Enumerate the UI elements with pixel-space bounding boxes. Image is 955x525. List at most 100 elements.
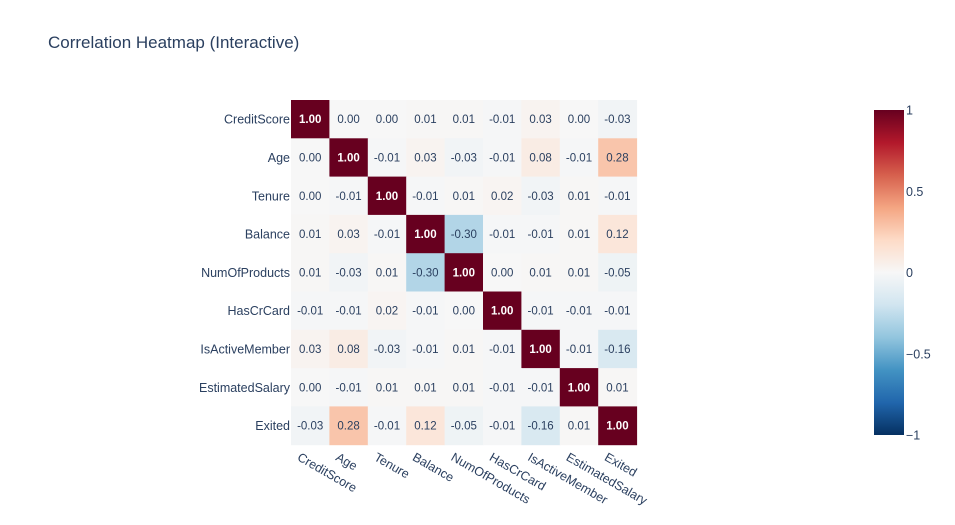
heatmap-cell[interactable] — [559, 406, 599, 446]
heatmap-cell[interactable] — [483, 176, 522, 216]
cell-value-label: 0.01 — [299, 267, 321, 279]
heatmap-cell[interactable] — [444, 329, 484, 369]
y-axis-tick-labels: CreditScore Age Tenure Balance NumOfProducts… — [199, 113, 291, 433]
heatmap-cell[interactable] — [329, 138, 369, 178]
heatmap-cell[interactable] — [406, 291, 446, 331]
heatmap-cell[interactable] — [598, 138, 638, 178]
heatmap-cell[interactable] — [483, 329, 522, 369]
heatmap-cell[interactable] — [483, 253, 522, 292]
heatmap-cell[interactable] — [559, 291, 599, 331]
heatmap-cell[interactable] — [559, 329, 599, 369]
heatmap-cell[interactable] — [329, 291, 369, 331]
y-tick-label: Balance — [245, 228, 290, 242]
heatmap-cell[interactable] — [367, 291, 407, 331]
cell-value-label: -0.05 — [451, 421, 477, 433]
heatmap-cell[interactable] — [521, 406, 561, 446]
heatmap-cell[interactable] — [291, 214, 330, 254]
heatmap-cell[interactable] — [291, 138, 330, 178]
cell-value-label: 0.02 — [376, 306, 398, 318]
heatmap-cell[interactable] — [367, 176, 407, 216]
heatmap-cell[interactable] — [367, 253, 407, 292]
heatmap-cell[interactable] — [598, 329, 638, 369]
heatmap-cell[interactable] — [483, 138, 522, 178]
cell-value-label: 0.01 — [299, 229, 321, 241]
heatmap-cell[interactable] — [444, 291, 484, 331]
heatmap-cell[interactable] — [367, 406, 407, 446]
heatmap-cell[interactable] — [367, 329, 407, 369]
heatmap-cell[interactable] — [559, 368, 599, 407]
heatmap-cell[interactable] — [367, 368, 407, 407]
heatmap-cell[interactable] — [521, 368, 561, 407]
heatmap-cell[interactable] — [444, 100, 484, 139]
cell-value-label: 0.03 — [414, 152, 436, 164]
heatmap-cell[interactable] — [444, 214, 484, 254]
heatmap-cell[interactable] — [598, 253, 638, 292]
heatmap-cell[interactable] — [367, 100, 407, 139]
heatmap-cell[interactable] — [367, 138, 407, 178]
heatmap-cell[interactable] — [406, 138, 446, 178]
heatmap-cell[interactable] — [598, 100, 638, 139]
heatmap-cell[interactable] — [521, 138, 561, 178]
heatmap-cell[interactable] — [444, 138, 484, 178]
heatmap-cell[interactable] — [444, 368, 484, 407]
heatmap-cell[interactable] — [329, 253, 369, 292]
heatmap-cell[interactable] — [483, 100, 522, 139]
heatmap-cell[interactable] — [521, 176, 561, 216]
heatmap-cell[interactable] — [559, 214, 599, 254]
heatmap-cell[interactable] — [444, 176, 484, 216]
heatmap-cell[interactable] — [329, 176, 369, 216]
heatmap-cell[interactable] — [559, 253, 599, 292]
heatmap-cell[interactable] — [483, 368, 522, 407]
heatmap-cell[interactable] — [483, 214, 522, 254]
heatmap-cell[interactable] — [406, 176, 446, 216]
heatmap-cell[interactable] — [521, 100, 561, 139]
cell-value-label: 0.28 — [337, 421, 359, 433]
heatmap-cell[interactable] — [329, 100, 369, 139]
heatmap-cell[interactable] — [406, 368, 446, 407]
heatmap-cell[interactable] — [521, 253, 561, 292]
heatmap-cell[interactable] — [598, 368, 638, 407]
colorbar: 1 0.5 0 −0.5 −1 — [874, 104, 931, 443]
heatmap-cell[interactable] — [598, 406, 638, 446]
heatmap-cell[interactable] — [559, 100, 599, 139]
heatmap-cell[interactable] — [559, 138, 599, 178]
heatmap-cell[interactable] — [291, 100, 330, 139]
heatmap-cell[interactable] — [367, 214, 407, 254]
cell-value-label: 0.12 — [606, 229, 628, 241]
heatmap-cell[interactable] — [483, 406, 522, 446]
cell-value-label: 1.00 — [568, 382, 590, 394]
heatmap-cell[interactable] — [329, 329, 369, 369]
heatmap-cell[interactable] — [291, 253, 330, 292]
y-tick-label: EstimatedSalary — [199, 381, 291, 395]
heatmap-cell[interactable] — [598, 291, 638, 331]
heatmap-cell[interactable] — [291, 368, 330, 407]
heatmap-cell[interactable] — [521, 214, 561, 254]
heatmap-cell[interactable] — [329, 368, 369, 407]
heatmap-cell[interactable] — [291, 291, 330, 331]
heatmap-cell[interactable] — [444, 253, 484, 292]
heatmap-cell[interactable] — [406, 406, 446, 446]
heatmap-cell[interactable] — [559, 176, 599, 216]
heatmap-cell[interactable] — [329, 406, 369, 446]
heatmap-cell[interactable] — [406, 100, 446, 139]
cell-value-label: 0.01 — [376, 267, 398, 279]
cell-value-label: -0.01 — [297, 306, 323, 318]
heatmap-cell[interactable] — [291, 406, 330, 446]
heatmap-cell[interactable] — [406, 214, 446, 254]
heatmap-cell[interactable] — [329, 214, 369, 254]
cell-value-label: -0.01 — [566, 306, 592, 318]
heatmap-cell[interactable] — [291, 176, 330, 216]
heatmap-cell[interactable] — [521, 329, 561, 369]
heatmap-cell[interactable] — [598, 214, 638, 254]
heatmap-cell[interactable] — [291, 329, 330, 369]
heatmap-cell[interactable] — [406, 253, 446, 292]
heatmap-cell[interactable] — [521, 291, 561, 331]
cell-value-label: 0.02 — [491, 191, 513, 203]
heatmap-cell[interactable] — [444, 406, 484, 446]
cell-value-label: 0.00 — [568, 114, 590, 126]
heatmap-cell[interactable] — [598, 176, 638, 216]
cell-value-label: 0.08 — [529, 152, 551, 164]
heatmap-cell[interactable] — [406, 329, 446, 369]
heatmap-cell[interactable] — [483, 291, 522, 331]
